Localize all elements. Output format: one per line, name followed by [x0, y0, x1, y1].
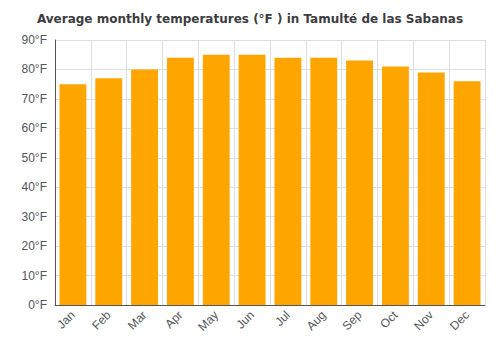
svg-text:40°F: 40°F: [22, 180, 47, 194]
svg-text:Jul: Jul: [272, 308, 293, 329]
svg-text:Jan: Jan: [54, 308, 78, 332]
svg-text:10°F: 10°F: [22, 269, 47, 283]
svg-text:80°F: 80°F: [22, 62, 47, 76]
svg-text:Dec: Dec: [447, 308, 472, 333]
svg-text:70°F: 70°F: [22, 92, 47, 106]
svg-text:Apr: Apr: [162, 308, 185, 331]
svg-text:Average monthly temperatures (: Average monthly temperatures (°F ) in Ta…: [37, 12, 463, 26]
svg-text:May: May: [195, 308, 221, 334]
svg-text:20°F: 20°F: [22, 239, 47, 253]
svg-text:60°F: 60°F: [22, 121, 47, 135]
svg-text:30°F: 30°F: [22, 210, 47, 224]
svg-text:0°F: 0°F: [28, 298, 47, 312]
svg-text:Feb: Feb: [89, 308, 114, 333]
svg-text:Sep: Sep: [340, 308, 365, 333]
svg-text:Nov: Nov: [411, 308, 436, 333]
svg-text:90°F: 90°F: [22, 33, 47, 47]
svg-text:50°F: 50°F: [22, 151, 47, 165]
svg-text:Aug: Aug: [304, 308, 329, 333]
svg-text:Mar: Mar: [125, 308, 150, 332]
svg-text:Jun: Jun: [233, 308, 257, 332]
svg-text:Oct: Oct: [377, 308, 401, 332]
